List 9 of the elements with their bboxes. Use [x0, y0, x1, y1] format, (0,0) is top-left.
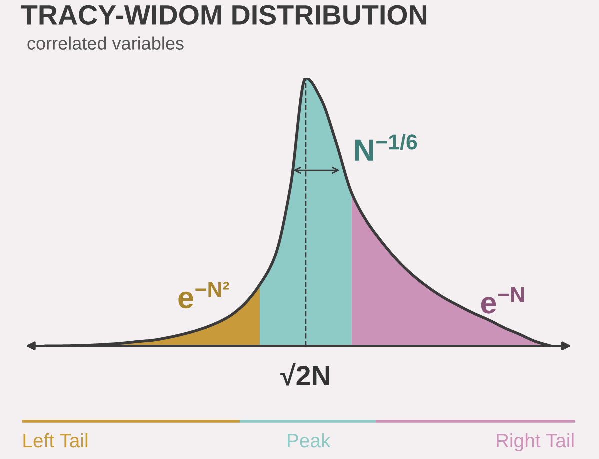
annotation: e$^{−N}$ [481, 288, 524, 314]
chart-subtitle: correlated variables [28, 36, 184, 50]
annotation: N$^{−1/6}$ [355, 134, 418, 161]
text: Left Tail [24, 433, 88, 448]
text: Right Tail [497, 433, 574, 452]
text: Peak [288, 433, 331, 448]
chart-title: TRACY-WIDOM DISTRIBUTION [21, 5, 426, 25]
text: √2N [280, 363, 330, 386]
annotation: e$^{−N²}$ [178, 282, 230, 309]
